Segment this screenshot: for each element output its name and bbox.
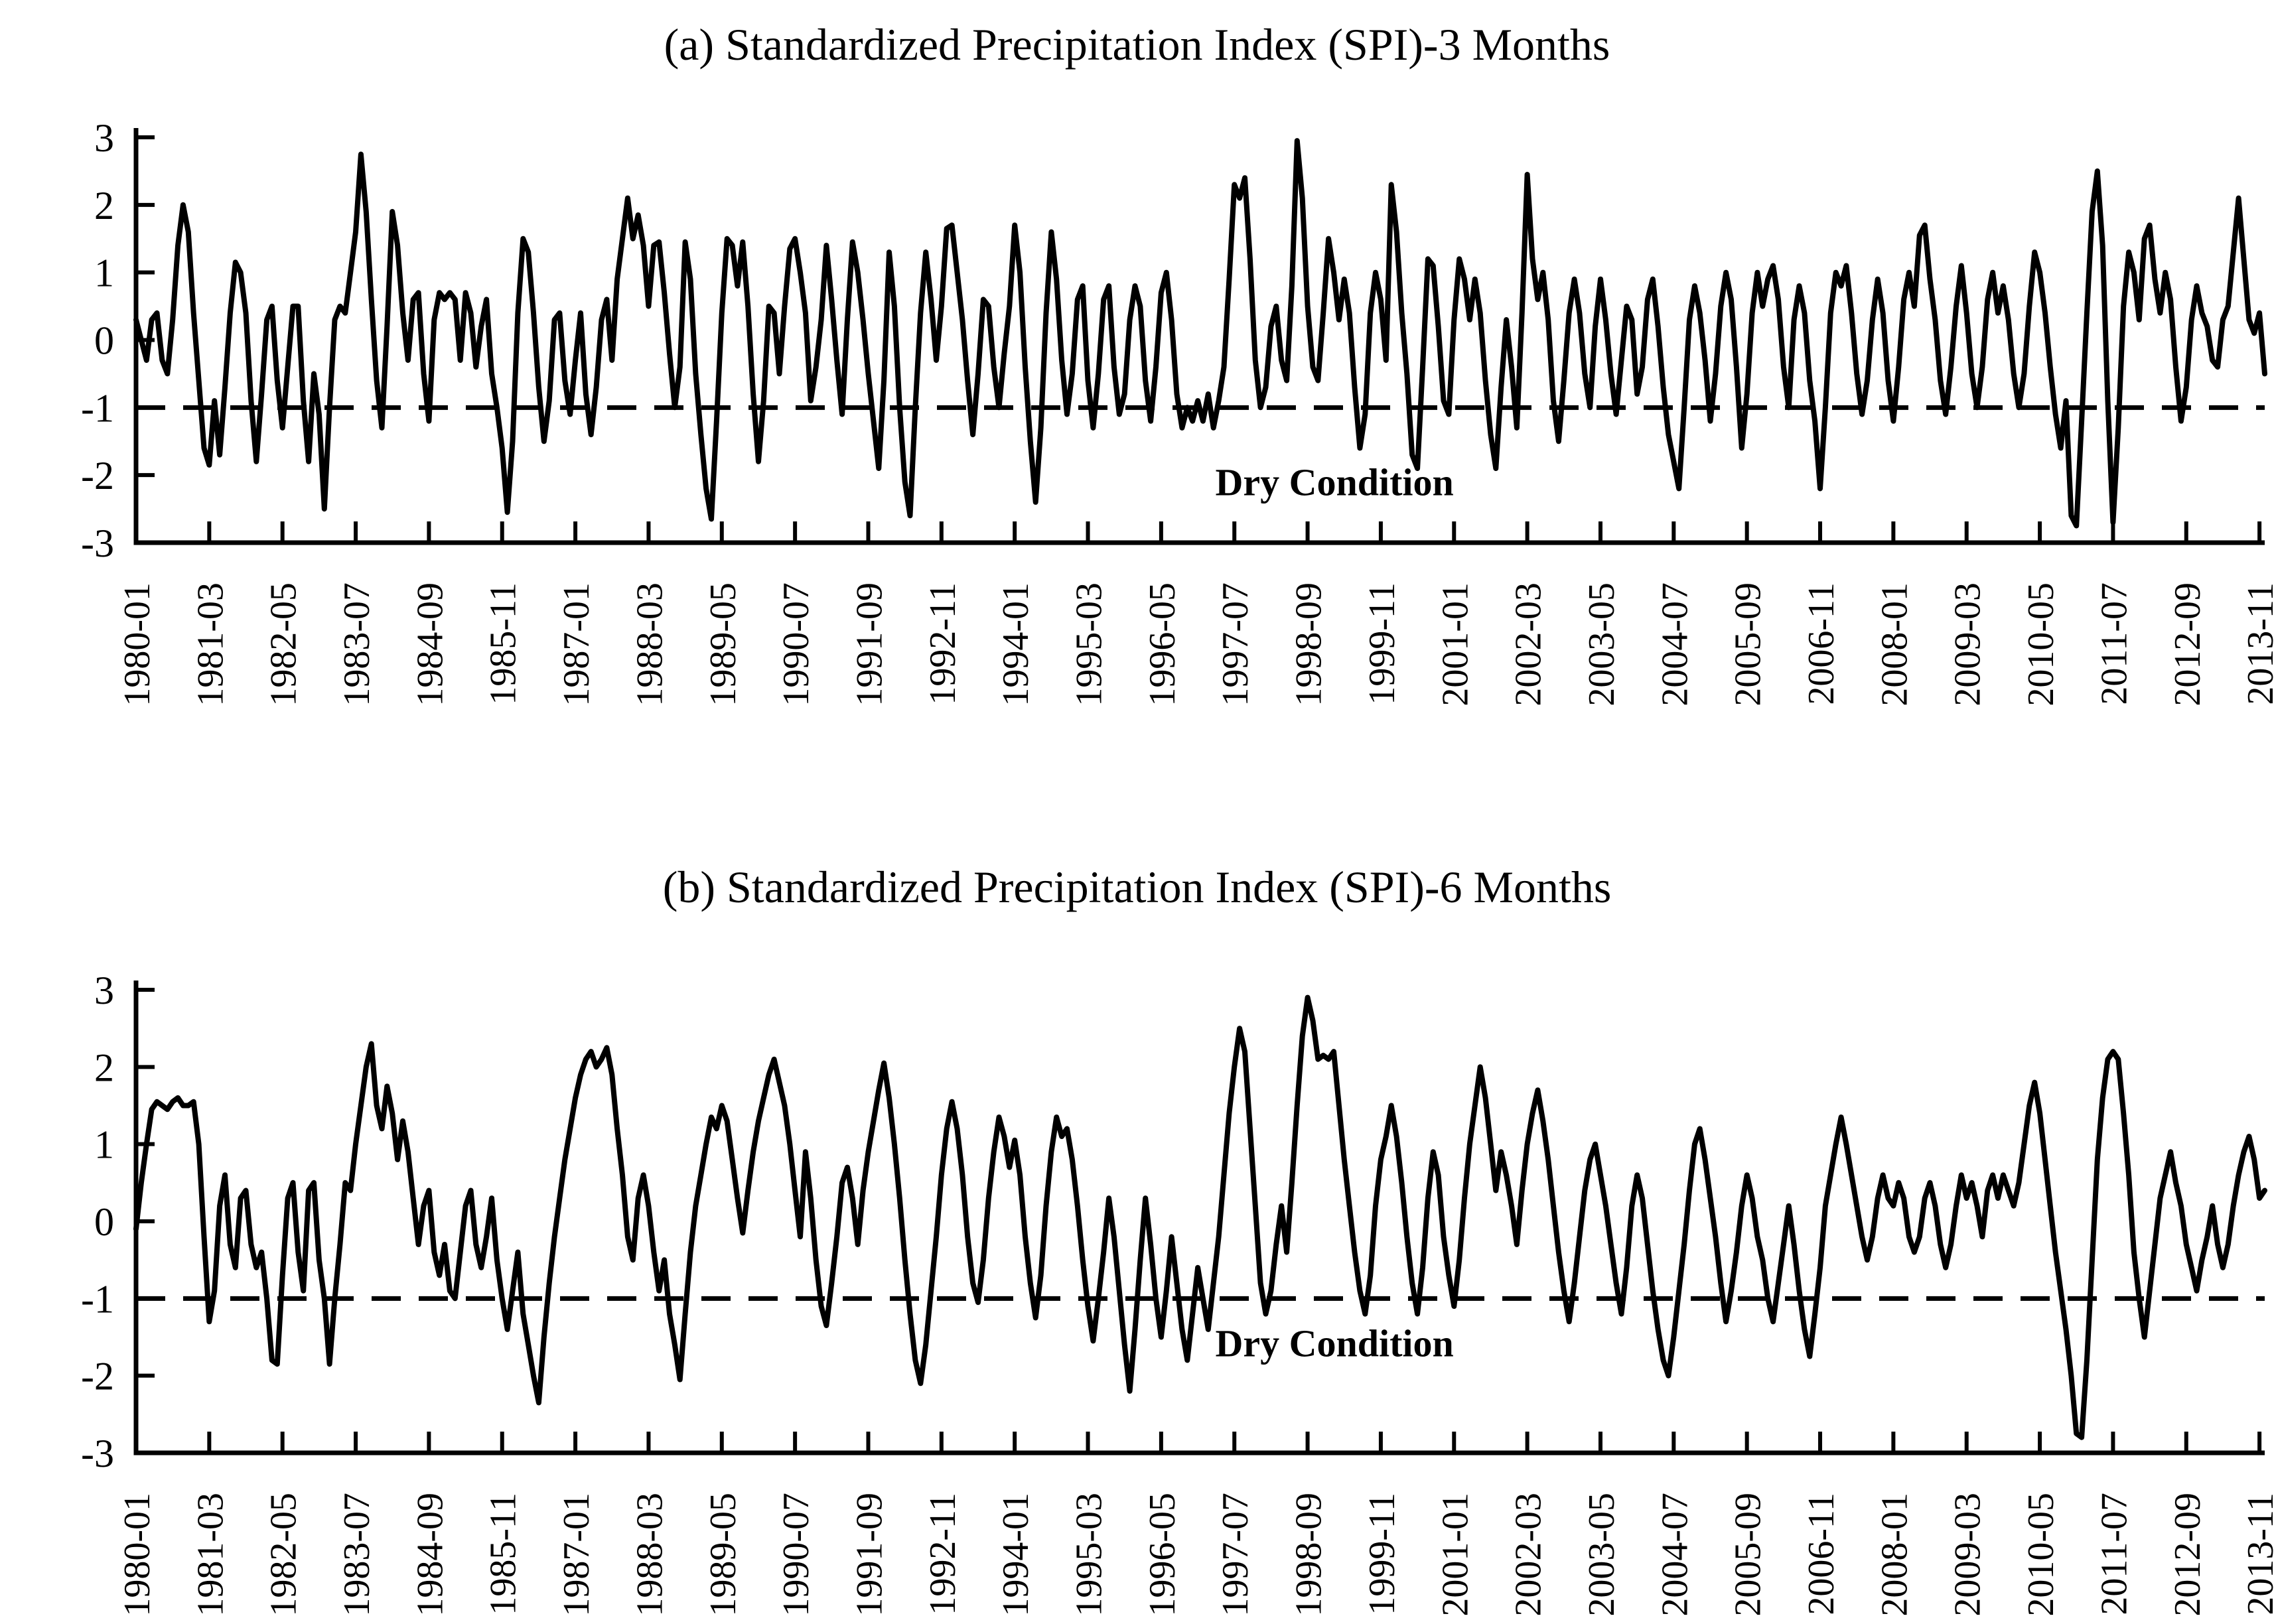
y-tick-label: 0	[94, 319, 114, 363]
x-tick-label: 1987-01	[556, 1493, 597, 1617]
x-tick-label: 2004-07	[1654, 582, 1695, 707]
x-tick-label: 1996-05	[1142, 582, 1183, 707]
x-tick-label: 2012-09	[2167, 1493, 2208, 1617]
x-tick-label: 2010-05	[2021, 582, 2062, 707]
x-tick-label: 1984-09	[409, 582, 451, 707]
x-tick-label: 1990-07	[776, 582, 817, 707]
x-tick-label: 2003-05	[1581, 1493, 1622, 1617]
x-tick-label: 1994-01	[995, 1493, 1036, 1617]
y-tick-label: -1	[81, 386, 114, 430]
y-tick-label: 1	[94, 251, 114, 295]
spi-series-line	[133, 138, 2267, 529]
x-tick-label: 1985-11	[483, 582, 524, 705]
x-tick-label: 1980-01	[117, 1493, 158, 1617]
chart-b-title: (b) Standardized Precipitation Index (SP…	[662, 862, 1612, 912]
x-tick-label: 2011-07	[2094, 1493, 2135, 1615]
x-tick-label: 1997-07	[1215, 582, 1256, 707]
x-tick-label: 1980-01	[117, 582, 158, 707]
x-tick-label: 2008-01	[1874, 582, 1915, 707]
x-tick-label: 2012-09	[2167, 582, 2208, 707]
x-tick-label: 2004-07	[1654, 1493, 1695, 1617]
x-tick-label: 1994-01	[995, 582, 1036, 707]
y-tick-label: 0	[94, 1200, 114, 1244]
x-tick-label: 1984-09	[409, 1493, 451, 1617]
x-tick-label: 1983-07	[336, 1493, 378, 1617]
x-tick-label: 2011-07	[2094, 582, 2135, 705]
x-tick-label: 2005-09	[1728, 1493, 1769, 1617]
x-tick-label: 1987-01	[556, 582, 597, 707]
x-tick-label: 2010-05	[2021, 1493, 2062, 1617]
x-tick-label: 1983-07	[336, 582, 378, 707]
x-tick-label: 1991-09	[849, 1493, 890, 1617]
y-tick-label: 3	[94, 969, 114, 1012]
x-tick-label: 1988-03	[629, 1493, 670, 1617]
x-tick-label: 2009-03	[1948, 1493, 1989, 1617]
x-tick-label: 2002-03	[1508, 582, 1549, 707]
y-tick-label: -2	[81, 454, 114, 498]
x-tick-label: 2006-11	[1801, 1493, 1842, 1615]
x-tick-label: 1982-05	[263, 1493, 305, 1617]
x-tick-label: 1999-11	[1362, 582, 1403, 705]
x-tick-label: 1989-05	[703, 582, 744, 707]
x-tick-label: 1992-11	[922, 1493, 963, 1615]
y-tick-label: -3	[81, 1432, 114, 1475]
dry-condition-label: Dry Condition	[1215, 461, 1453, 504]
spi-series-line	[133, 994, 2267, 1440]
x-tick-label: 2003-05	[1581, 582, 1622, 707]
y-tick-label: -1	[81, 1277, 114, 1321]
x-tick-label: 2005-09	[1728, 582, 1769, 707]
y-tick-label: -3	[81, 521, 114, 565]
dry-condition-label: Dry Condition	[1215, 1322, 1453, 1365]
axis-lines	[133, 981, 2265, 1455]
x-tick-label: 1996-05	[1142, 1493, 1183, 1617]
y-tick-label: 2	[94, 184, 114, 228]
x-tick-label: 1995-03	[1069, 1493, 1110, 1617]
x-tick-label: 1981-03	[190, 1493, 231, 1617]
x-tick-label: 2001-01	[1435, 1493, 1476, 1617]
x-tick-label: 1988-03	[629, 582, 670, 707]
x-tick-label: 2013-11	[2240, 1493, 2274, 1615]
x-tick-label: 1985-11	[483, 1493, 524, 1615]
y-tick-label: 3	[94, 116, 114, 160]
y-tick-label: 1	[94, 1123, 114, 1167]
x-tick-label: 1989-05	[703, 1493, 744, 1617]
x-tick-label: 2002-03	[1508, 1493, 1549, 1617]
x-tick-label: 2001-01	[1435, 582, 1476, 707]
y-tick-label: -2	[81, 1355, 114, 1398]
x-tick-label: 2008-01	[1874, 1493, 1915, 1617]
x-tick-label: 2013-11	[2240, 582, 2274, 705]
x-tick-label: 1982-05	[263, 582, 305, 707]
chart-a-title: (a) Standardized Precipitation Index (SP…	[664, 19, 1610, 70]
x-tick-label: 1997-07	[1215, 1493, 1256, 1617]
axis-lines	[133, 128, 2265, 545]
x-tick-label: 1992-11	[922, 582, 963, 705]
x-tick-label: 1999-11	[1362, 1493, 1403, 1615]
x-tick-label: 1995-03	[1069, 582, 1110, 707]
x-tick-label: 1998-09	[1289, 1493, 1330, 1617]
x-tick-label: 1991-09	[849, 582, 890, 707]
y-tick-label: 2	[94, 1046, 114, 1089]
x-tick-label: 2006-11	[1801, 582, 1842, 705]
x-tick-label: 2009-03	[1948, 582, 1989, 707]
x-tick-label: 1981-03	[190, 582, 231, 707]
x-tick-label: 1998-09	[1289, 582, 1330, 707]
x-tick-label: 1990-07	[776, 1493, 817, 1617]
